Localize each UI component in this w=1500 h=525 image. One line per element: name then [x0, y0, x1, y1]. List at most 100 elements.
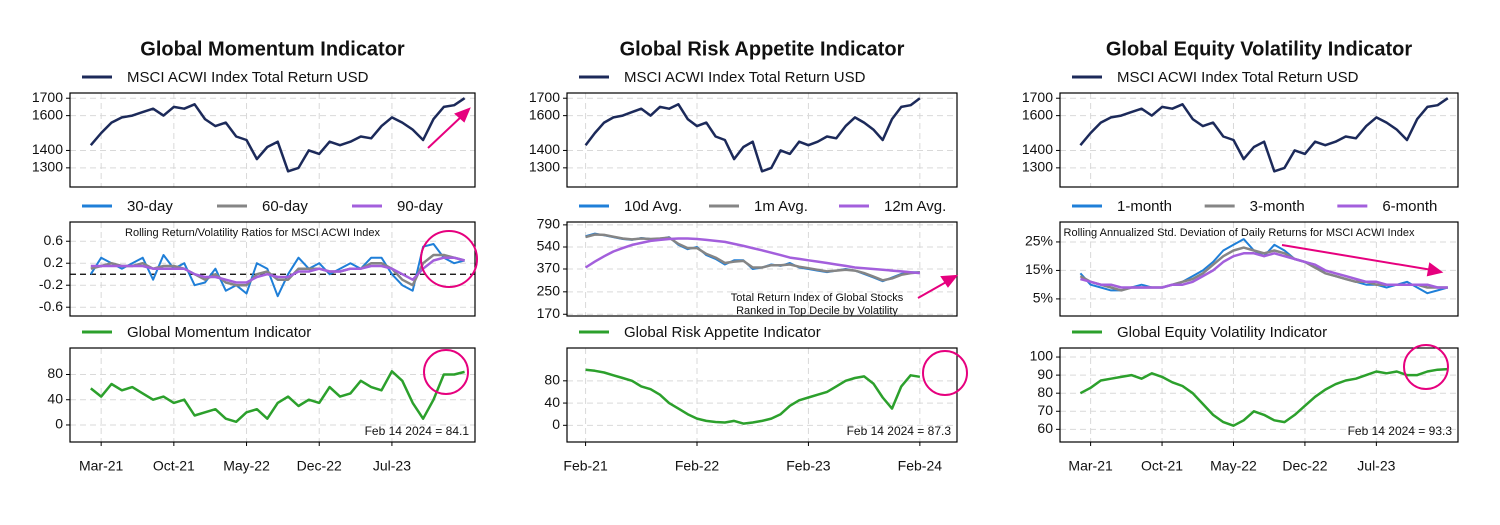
panel-note: Feb 14 2024 = 93.3 — [1348, 424, 1453, 438]
legend-label: Global Equity Volatility Indicator — [1117, 324, 1327, 341]
panel-frame — [1059, 92, 1459, 188]
series-line — [89, 243, 465, 298]
legend-label: 6-month — [1382, 198, 1437, 215]
trend-arrow — [917, 280, 949, 299]
y-tick-label: 1400 — [32, 141, 63, 157]
highlight-circle — [1403, 344, 1449, 390]
y-tick-label: 70 — [1037, 402, 1053, 418]
panel-note: Ranked in Top Decile by Volatility — [736, 305, 898, 317]
panel-frame — [566, 221, 958, 317]
chart-title: Global Equity Volatility Indicator — [1106, 38, 1413, 60]
series-line — [90, 256, 465, 284]
series-line — [1079, 367, 1448, 427]
legend-label: 90-day — [397, 198, 443, 215]
x-tick-label: Jul-23 — [1357, 458, 1395, 474]
x-tick-label: Mar-21 — [1068, 458, 1113, 474]
y-tick-label: 370 — [537, 260, 561, 276]
y-tick-label: 1700 — [32, 89, 63, 105]
y-tick-label: 80 — [544, 372, 560, 388]
x-tick-label: Jul-23 — [373, 458, 411, 474]
x-tick-label: Feb-22 — [675, 458, 720, 474]
series-line — [90, 370, 465, 424]
x-tick-label: Feb-23 — [786, 458, 831, 474]
series-line — [1079, 97, 1449, 173]
y-tick-label: 40 — [544, 394, 560, 410]
y-tick-label: 1300 — [32, 159, 63, 175]
series-line — [584, 97, 921, 173]
series-line — [584, 237, 921, 275]
x-tick-label: Dec-22 — [297, 458, 342, 474]
y-tick-label: 0.6 — [44, 232, 64, 248]
legend-label: Global Momentum Indicator — [127, 324, 311, 341]
x-tick-label: Feb-21 — [563, 458, 608, 474]
y-tick-label: 1300 — [529, 159, 560, 175]
chart-title: Global Risk Appetite Indicator — [620, 38, 905, 60]
x-tick-label: May-22 — [223, 458, 270, 474]
x-tick-label: May-22 — [1210, 458, 1257, 474]
panel-note: Feb 14 2024 = 87.3 — [847, 424, 952, 438]
trend-arrow — [1281, 244, 1433, 271]
legend-label: Global Risk Appetite Indicator — [624, 324, 821, 341]
panel-note: Rolling Annualized Std. Deviation of Dai… — [1064, 227, 1415, 239]
x-tick-label: Oct-21 — [153, 458, 195, 474]
x-tick-label: Feb-24 — [898, 458, 943, 474]
x-tick-label: Oct-21 — [1141, 458, 1183, 474]
panel-note: Rolling Return/Volatility Ratios for MSC… — [125, 227, 380, 239]
y-tick-label: 250 — [537, 283, 561, 299]
panel-frame — [1059, 347, 1459, 443]
y-tick-label: 40 — [47, 390, 63, 406]
y-tick-label: -0.2 — [39, 276, 63, 292]
highlight-circle — [922, 350, 968, 396]
y-tick-label: 1400 — [529, 141, 560, 157]
y-tick-label: 100 — [1030, 348, 1054, 364]
x-tick-label: Mar-21 — [79, 458, 124, 474]
y-tick-label: 0.2 — [44, 254, 64, 270]
arrow-head — [940, 274, 959, 288]
y-tick-label: 25% — [1025, 233, 1053, 249]
y-tick-label: 0 — [55, 416, 63, 432]
panel-frame — [69, 347, 476, 443]
legend-label: 3-month — [1250, 198, 1305, 215]
series-line — [89, 97, 466, 173]
legend-label: 30-day — [127, 198, 173, 215]
legend-label: MSCI ACWI Index Total Return USD — [1117, 69, 1359, 86]
y-tick-label: 1600 — [32, 106, 63, 122]
y-tick-label: 80 — [1037, 384, 1053, 400]
y-tick-label: 60 — [1037, 420, 1053, 436]
highlight-circle — [420, 230, 478, 288]
highlight-circle — [423, 349, 469, 395]
highlights — [420, 107, 1449, 396]
y-tick-label: 790 — [537, 216, 561, 232]
series-line — [585, 368, 921, 425]
trend-arrow — [427, 115, 463, 149]
legend-label: MSCI ACWI Index Total Return USD — [127, 69, 369, 86]
panel-frame — [566, 347, 958, 443]
panel-note: Feb 14 2024 = 84.1 — [365, 424, 470, 438]
y-tick-label: 1700 — [529, 89, 560, 105]
arrow-head — [1426, 262, 1444, 277]
y-tick-label: 170 — [537, 305, 561, 321]
y-tick-label: 15% — [1025, 261, 1053, 277]
y-tick-label: 1400 — [1022, 141, 1053, 157]
y-tick-label: 1300 — [1022, 159, 1053, 175]
panel-frame — [1059, 221, 1459, 317]
x-tick-label: Dec-22 — [1282, 458, 1327, 474]
series-line — [90, 253, 465, 287]
legend-label: MSCI ACWI Index Total Return USD — [624, 69, 866, 86]
y-tick-label: 1600 — [1022, 106, 1053, 122]
series-line — [585, 233, 921, 282]
y-tick-label: -0.6 — [39, 298, 63, 314]
y-tick-label: 1700 — [1022, 89, 1053, 105]
panel-note: Total Return Index of Global Stocks — [731, 292, 904, 304]
y-tick-label: 80 — [47, 365, 63, 381]
legend-label: 12m Avg. — [884, 198, 946, 215]
y-tick-label: 0 — [552, 416, 560, 432]
chart-title: Global Momentum Indicator — [140, 38, 405, 60]
legend-label: 1-month — [1117, 198, 1172, 215]
y-tick-label: 540 — [537, 238, 561, 254]
panel-frame — [69, 92, 476, 188]
arrow-head — [454, 107, 471, 123]
plot-layer: Global Momentum Indicator130014001600170… — [32, 38, 1459, 474]
y-tick-label: 5% — [1033, 290, 1053, 306]
